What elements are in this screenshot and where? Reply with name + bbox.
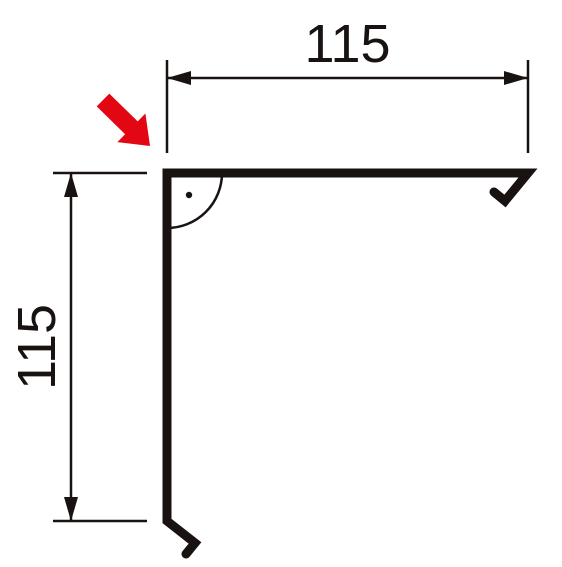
angle-arc <box>167 173 222 228</box>
dim-arrowhead <box>167 71 191 85</box>
pointer-arrow-icon <box>97 94 150 146</box>
dim-arrowhead <box>504 71 528 85</box>
profile-shape <box>167 173 528 554</box>
angle-dot <box>186 192 192 198</box>
dim-label-left: 115 <box>7 304 67 390</box>
dim-arrowhead <box>64 173 78 197</box>
dim-arrowhead <box>64 497 78 521</box>
dim-label-top: 115 <box>304 14 390 74</box>
